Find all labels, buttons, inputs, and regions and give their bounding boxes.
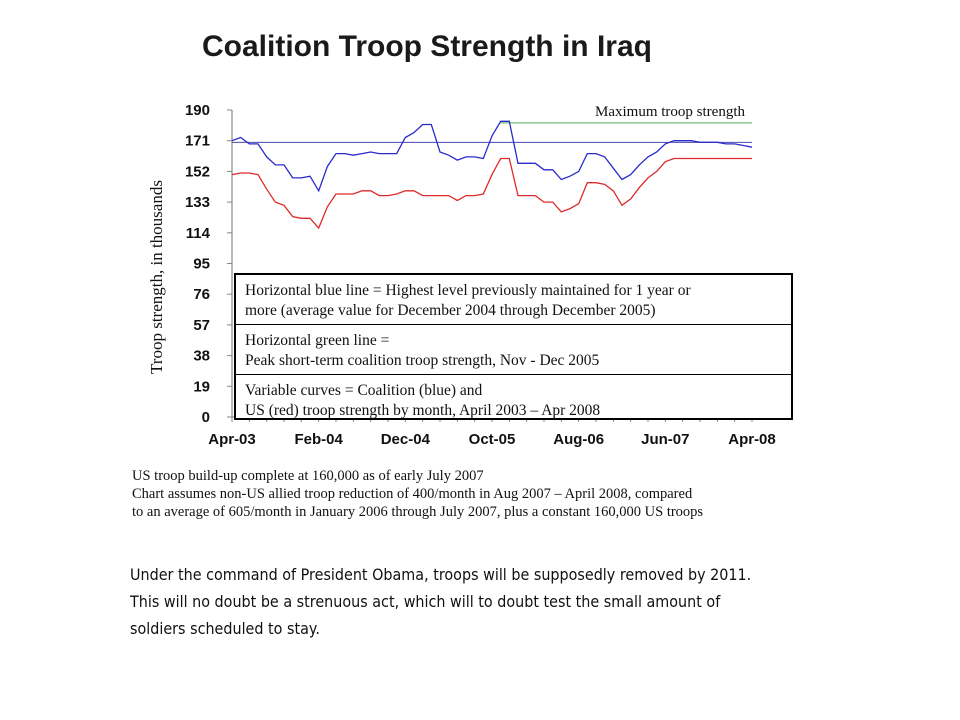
y-tick-label: 38 (193, 348, 210, 365)
x-tick-label: Jun-07 (641, 431, 689, 448)
x-tick-label: Aug-06 (553, 431, 604, 448)
legend-row-green-line: Horizontal green line = Peak short-term … (236, 325, 791, 375)
legend-text: more (average value for December 2004 th… (245, 302, 656, 319)
x-tick-label: Apr-08 (728, 431, 776, 448)
x-tick-label: Apr-03 (208, 431, 256, 448)
page-title: Coalition Troop Strength in Iraq (202, 30, 652, 63)
y-axis-label-text: Troop strength, in thousands (147, 180, 166, 374)
legend-box: Horizontal blue line = Highest level pre… (234, 273, 793, 420)
caption-line: soldiers scheduled to stay. (130, 620, 320, 638)
y-tick-label: 133 (185, 194, 210, 211)
x-tick-label: Dec-04 (381, 431, 431, 448)
y-tick-label: 171 (185, 133, 210, 150)
legend-text: Peak short-term coalition troop strength… (245, 352, 600, 369)
y-tick-label: 114 (186, 225, 211, 242)
y-tick-label: 0 (202, 409, 210, 426)
y-tick-label: 76 (193, 286, 210, 303)
series-line-us (231, 157, 752, 230)
chart-notes: US troop build-up complete at 160,000 as… (132, 467, 832, 521)
series-line-coalition (231, 120, 753, 193)
reference-line-label: Maximum troop strength (595, 104, 745, 120)
y-tick-label: 57 (193, 317, 210, 334)
slide-caption: Under the command of President Obama, tr… (130, 562, 838, 643)
y-tick-label: 152 (185, 163, 210, 180)
note-line: to an average of 605/month in January 20… (132, 504, 704, 520)
legend-row-curves: Variable curves = Coalition (blue) and U… (236, 375, 791, 424)
y-tick-label: 190 (185, 102, 210, 119)
legend-text: US (red) troop strength by month, April … (245, 402, 601, 419)
x-tick-label: Oct-05 (469, 431, 516, 448)
legend-text: Variable curves = Coalition (blue) and (245, 382, 483, 399)
note-line: US troop build-up complete at 160,000 as… (132, 468, 484, 484)
y-tick-label: 95 (193, 256, 210, 273)
caption-line: Under the command of President Obama, tr… (130, 566, 752, 584)
caption-line: This will no doubt be a strenuous act, w… (130, 593, 721, 611)
note-line: Chart assumes non-US allied troop reduct… (132, 486, 693, 502)
x-tick-label: Feb-04 (294, 431, 343, 448)
legend-text: Horizontal blue line = Highest level pre… (245, 282, 691, 299)
legend-text: Horizontal green line = (245, 332, 390, 349)
y-tick-label: 19 (193, 378, 210, 395)
legend-row-blue-line: Horizontal blue line = Highest level pre… (236, 275, 791, 325)
